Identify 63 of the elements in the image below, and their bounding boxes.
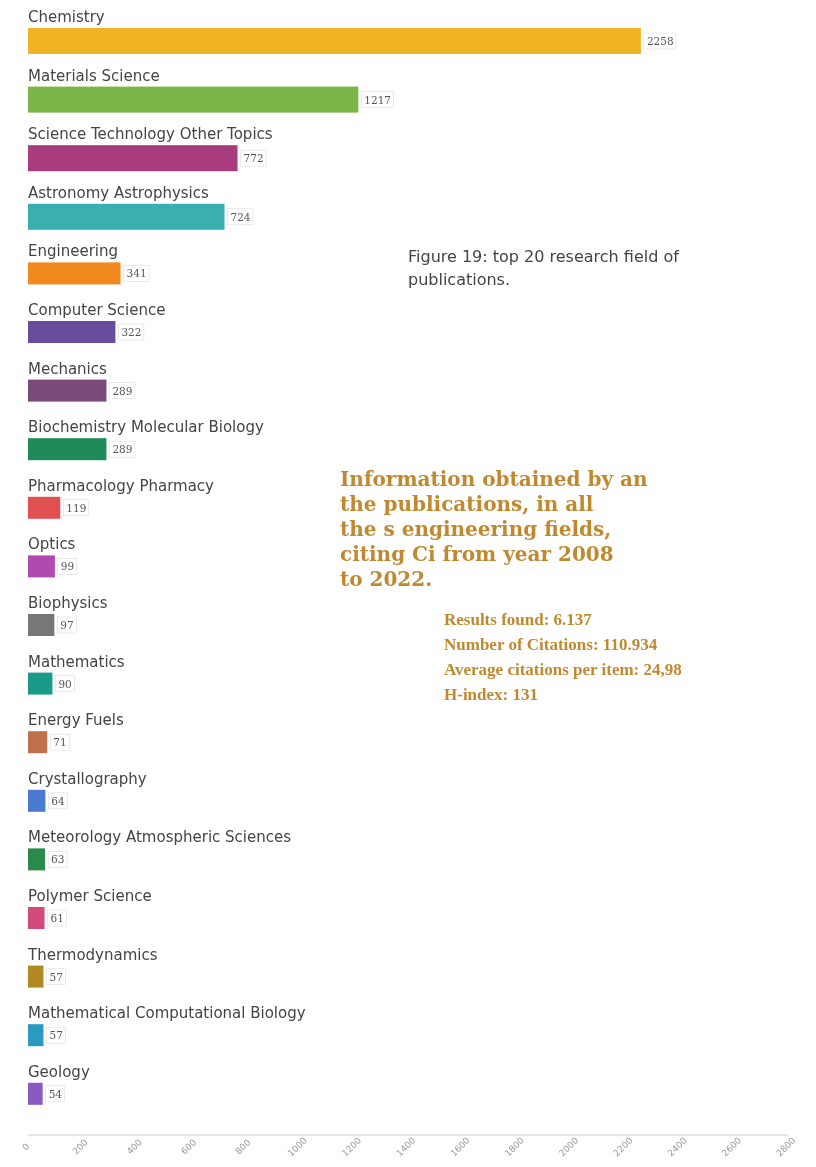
y-tick-label: Energy Fuels	[28, 711, 124, 730]
data-label: 341	[126, 267, 147, 280]
annotation: H-index: 131	[444, 685, 538, 704]
data-label: 119	[66, 501, 87, 514]
text: Figure 19: top 20 research field of publications.	[408, 247, 680, 289]
data-label: 54	[48, 1087, 63, 1100]
bar	[28, 1082, 43, 1105]
data-label: 99	[60, 560, 75, 573]
y-tick-label: Mathematical Computational Biology	[28, 1004, 306, 1023]
bar	[28, 555, 55, 578]
y-tick-label: Thermodynamics	[27, 945, 158, 964]
data-label: 97	[60, 619, 74, 631]
x-tick-label: 400	[124, 1137, 145, 1157]
bar	[28, 438, 107, 461]
bar	[28, 789, 46, 812]
annotation: Number of Citations: 110.934	[444, 635, 658, 654]
bar	[28, 262, 121, 285]
data-label: 63	[51, 853, 65, 866]
y-tick-label: Geology	[28, 1062, 90, 1081]
bar	[28, 965, 44, 988]
y-tick-label: Chemistry	[28, 8, 105, 26]
y-tick-label: Meteorology Atmospheric Sciences	[28, 828, 292, 847]
bar	[28, 672, 53, 695]
data-label: 2258	[646, 35, 674, 47]
data-label: 57	[49, 970, 63, 983]
x-tick-label: 200	[70, 1137, 90, 1157]
annotation: Average citations per item: 24,98	[444, 660, 682, 679]
y-tick-label: Crystallography	[28, 769, 147, 788]
y-tick-label: Pharmacology Pharmacy	[28, 476, 215, 495]
data-label: 322	[121, 326, 142, 338]
y-tick-label: Biophysics	[28, 594, 108, 612]
data-label: 724	[230, 210, 251, 223]
y-tick-label: Astronomy Astrophysics	[28, 183, 210, 202]
data-label: 57	[49, 1029, 63, 1042]
data-label: 772	[243, 152, 264, 165]
data-label: 1217	[364, 93, 392, 106]
x-tick-label: 600	[179, 1137, 199, 1157]
bar	[28, 614, 55, 636]
data-label: 289	[112, 443, 133, 456]
y-tick-label: Optics	[28, 535, 76, 554]
y-tick-label: Engineering	[28, 242, 118, 261]
y-tick-label: Computer Science	[28, 301, 166, 319]
data-label: 90	[58, 677, 72, 690]
bar	[28, 731, 48, 754]
data-label: 71	[53, 736, 67, 749]
bar	[28, 907, 45, 929]
data-label: 289	[112, 384, 133, 397]
x-tick-label: 800	[233, 1137, 253, 1157]
y-tick-label: Mechanics	[28, 359, 108, 378]
bar	[28, 496, 61, 519]
bar	[28, 1024, 44, 1047]
bar	[28, 379, 107, 402]
data-label: 61	[50, 912, 64, 924]
x-tick-label: 0	[20, 1141, 32, 1153]
data-label: 64	[51, 794, 66, 807]
y-tick-label: Biochemistry Molecular Biology	[28, 418, 264, 437]
y-tick-label: Mathematics	[28, 652, 125, 671]
y-tick-label: Polymer Science	[28, 887, 152, 905]
annotation: Information obtained by an the publications, in all the s engineering fields, citing Ci from year 2008 to 2022.	[340, 467, 649, 591]
y-tick-label: Materials Science	[28, 66, 160, 85]
y-tick-label: Science Technology Other Topics	[28, 125, 273, 144]
bar	[28, 321, 116, 343]
annotation: Results found: 6.137	[444, 610, 593, 629]
